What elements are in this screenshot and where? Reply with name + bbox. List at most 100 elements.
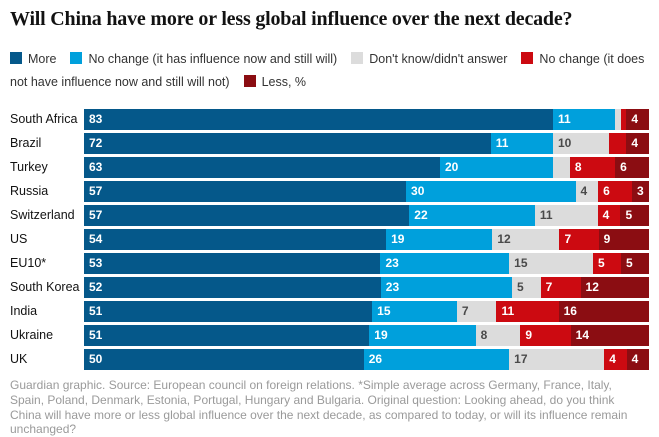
- bar-segment: 4: [626, 108, 650, 130]
- bar-segment: 83: [84, 108, 553, 130]
- bar-segment: 8: [475, 324, 521, 346]
- segment-value: 4: [602, 208, 610, 223]
- country-label: Switzerland: [10, 208, 75, 223]
- segment-value: 12: [585, 280, 599, 295]
- chart-row: UK 50 26 17 4 4: [10, 347, 649, 371]
- segment-value: 53: [89, 256, 103, 271]
- country-label: Russia: [10, 184, 49, 199]
- legend-label: More: [28, 52, 57, 66]
- stacked-bar: 72 11 10 4: [84, 132, 649, 154]
- legend-label: No change (it does not have influence no…: [10, 52, 645, 90]
- bar-segment: 11: [490, 132, 553, 154]
- chart-row: Turkey 63 20 8 6: [10, 155, 650, 179]
- bar-segment: 51: [84, 300, 373, 322]
- bar-segment: 8: [569, 156, 616, 178]
- country-label: US: [10, 232, 28, 247]
- segment-value: 14: [575, 328, 590, 343]
- bar-segment: 51: [84, 324, 370, 346]
- segment-value: 4: [631, 136, 639, 151]
- stacked-bar: 50 26 17 4 4: [84, 348, 649, 370]
- bar-segment: 6: [615, 156, 650, 178]
- stacked-bar: 63 20 8 6: [84, 156, 650, 178]
- segment-value: 5: [517, 280, 524, 295]
- bar-segment: 15: [372, 300, 457, 322]
- segment-value: 22: [414, 208, 428, 223]
- stacked-bar: 83 11 4: [84, 108, 650, 130]
- segment-value: 3: [637, 184, 644, 199]
- bar-segment: 23: [380, 276, 513, 298]
- segment-value: 23: [385, 280, 400, 295]
- segment-value: 17: [514, 352, 528, 367]
- legend-item: Don't know/didn't answer: [351, 52, 507, 66]
- chart-row: South Korea 52 23 5 7 12: [10, 275, 649, 299]
- segment-value: 4: [631, 352, 639, 367]
- stacked-bar: 57 30 4 6 3: [84, 180, 649, 202]
- chart-row: Switzerland 57 22 11 4 5: [10, 203, 649, 227]
- chart-row: EU10* 53 23 15 5 5: [10, 251, 649, 275]
- segment-value: 10: [557, 136, 572, 151]
- country-label: South Africa: [10, 112, 78, 127]
- legend-label: Don't know/didn't answer: [369, 52, 508, 66]
- segment-value: 23: [385, 256, 399, 271]
- stacked-bar: 52 23 5 7 12: [84, 276, 649, 298]
- bar-segment: 22: [409, 204, 535, 226]
- segment-value: 9: [603, 232, 611, 247]
- bar-segment: 5: [593, 252, 622, 274]
- chart: South Africa 83 11 4 Brazil 72 11 10 4 Turkey 63 20…: [10, 107, 650, 371]
- bar-segment: 4: [575, 180, 599, 202]
- segment-value: 7: [564, 232, 572, 247]
- segment-value: 11: [557, 112, 571, 127]
- bar-segment: 11: [534, 204, 598, 226]
- stacked-bar: 54 19 12 7 9: [84, 228, 649, 250]
- legend-item: Less, %: [243, 75, 306, 89]
- segment-value: 4: [609, 352, 616, 367]
- stacked-bar: 51 19 8 9 14: [84, 324, 649, 346]
- segment-value: 57: [89, 184, 103, 199]
- bar-segment: 7: [456, 300, 497, 322]
- legend-swatch-icon: [521, 52, 534, 64]
- bar-segment: 72: [84, 132, 491, 154]
- country-label: Brazil: [10, 136, 42, 151]
- segment-value: 7: [461, 304, 469, 319]
- stacked-bar: 57 22 11 4 5: [84, 204, 649, 226]
- bar-segment: 19: [386, 228, 493, 250]
- segment-value: 8: [480, 328, 488, 343]
- segment-value: 11: [495, 136, 509, 151]
- bar-segment: 57: [84, 180, 407, 202]
- segment-value: 4: [631, 112, 639, 127]
- segment-value: 6: [603, 184, 610, 199]
- bar-segment: 5: [621, 252, 649, 274]
- bar-segment: 17: [509, 348, 605, 370]
- bar-segment: 6: [598, 180, 633, 202]
- segment-value: 51: [89, 328, 103, 343]
- segment-value: 30: [411, 184, 425, 199]
- segment-value: 6: [620, 160, 627, 175]
- bar-segment: 5: [512, 276, 541, 298]
- legend-label: No change (it has influence now and stil…: [88, 52, 338, 66]
- country-label: India: [10, 304, 38, 319]
- chart-row: India 51 15 7 11 16: [10, 299, 650, 323]
- bar-segment: 11: [496, 300, 559, 322]
- segment-value: 57: [89, 208, 103, 223]
- segment-value: 72: [89, 136, 103, 151]
- segment-value: 12: [497, 232, 511, 247]
- country-label: South Korea: [10, 280, 80, 295]
- country-label: Ukraine: [10, 328, 54, 343]
- bar-segment: 7: [540, 276, 581, 298]
- segment-value: 50: [89, 352, 103, 367]
- legend-swatch-icon: [10, 52, 22, 64]
- bar-segment: 12: [492, 228, 560, 250]
- segment-value: 4: [580, 184, 588, 199]
- bar-segment: 12: [580, 276, 649, 298]
- segment-value: 20: [444, 160, 459, 175]
- segment-value: 83: [89, 112, 103, 127]
- source-note: Guardian graphic. Source: European counc…: [10, 378, 628, 437]
- segment-value: 11: [539, 208, 553, 223]
- bar-segment: 11: [552, 108, 616, 130]
- bar-segment: [609, 132, 627, 154]
- stacked-bar: 51 15 7 11 16: [84, 300, 650, 322]
- segment-value: 15: [514, 256, 528, 271]
- segment-value: 19: [391, 232, 405, 247]
- bar-segment: 4: [626, 348, 649, 370]
- bar-segment: 63: [84, 156, 440, 178]
